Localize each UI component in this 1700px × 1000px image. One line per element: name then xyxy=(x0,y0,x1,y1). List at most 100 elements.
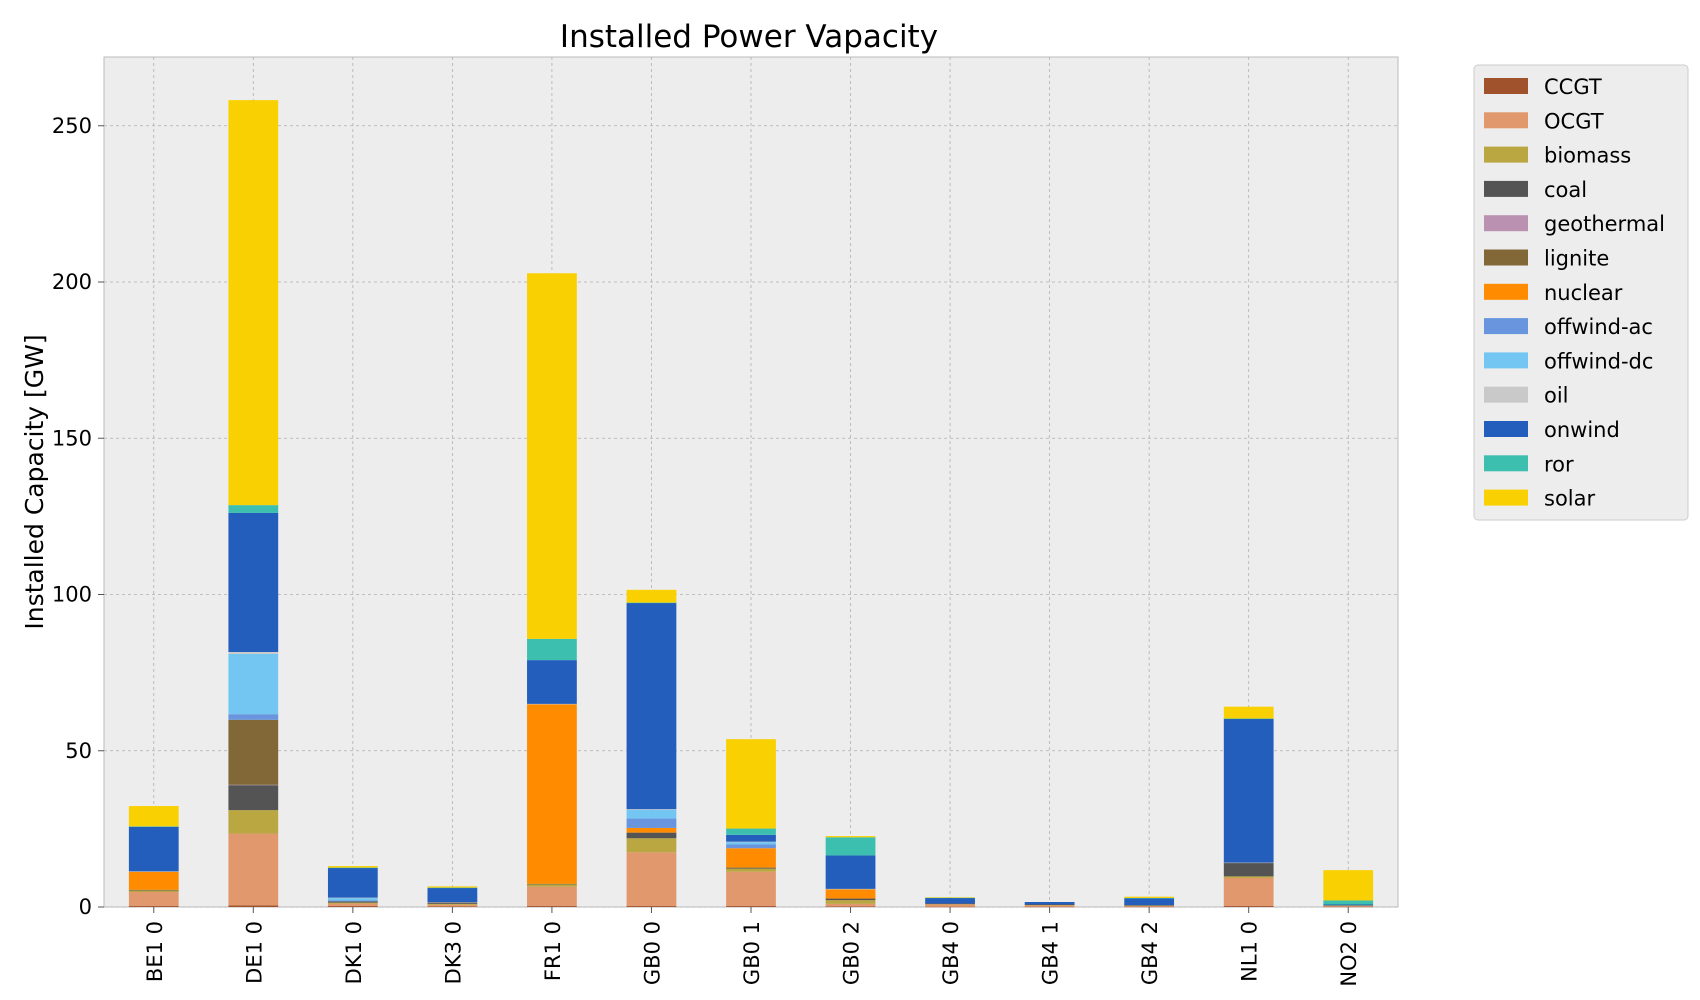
bar-segment-onwind xyxy=(1323,904,1374,906)
y-tick-label: 150 xyxy=(52,426,92,450)
legend-swatch-oil xyxy=(1484,386,1528,403)
legend-swatch-geothermal xyxy=(1484,215,1528,232)
bar-segment-CCGT xyxy=(1223,906,1274,907)
bar-segment-OCGT xyxy=(427,904,478,907)
bar-segment-CCGT xyxy=(1124,906,1175,908)
bar-segment-ror xyxy=(327,867,378,869)
bar-segment-offwind-ac xyxy=(726,844,776,849)
bar-segment-onwind xyxy=(128,826,179,872)
bar-segment-biomass xyxy=(228,810,279,834)
bar-segment-CCGT xyxy=(427,906,478,907)
bar-segment-ror xyxy=(527,638,577,661)
bar-segment-OCGT xyxy=(327,903,378,907)
legend-swatch-coal xyxy=(1484,180,1528,197)
bar-segment-onwind xyxy=(626,602,677,810)
legend-swatch-CCGT xyxy=(1484,78,1528,94)
x-tick-label: GB0 0 xyxy=(640,921,664,985)
bar-segment-coal xyxy=(228,785,279,811)
bar-segment-offwind-ac xyxy=(327,900,378,902)
legend-swatch-nuclear xyxy=(1484,283,1528,300)
bar-segment-CCGT xyxy=(925,906,975,908)
bar-segment-biomass xyxy=(726,868,776,872)
bar-segment-onwind xyxy=(228,512,279,652)
legend-swatch-offwind-dc xyxy=(1484,352,1528,369)
bar-segment-nuclear xyxy=(825,889,876,899)
x-tick-label: DE1 0 xyxy=(242,921,266,984)
bar-segment-ror xyxy=(1124,897,1175,899)
legend-label-biomass: biomass xyxy=(1544,144,1631,168)
bar-segment-biomass xyxy=(925,903,975,905)
legend-label-offwind-ac: offwind-ac xyxy=(1544,315,1653,339)
bar-segment-solar xyxy=(427,886,478,888)
bar-segment-CCGT xyxy=(726,906,776,907)
bar-segment-biomass xyxy=(327,902,378,904)
bar-segment-offwind-dc xyxy=(327,897,378,901)
bar-segment-solar xyxy=(626,589,677,603)
x-tick-label: DK1 0 xyxy=(342,921,366,984)
bar-segment-OCGT xyxy=(1223,877,1274,907)
bar-segment-offwind-ac xyxy=(228,714,279,720)
legend-label-oil: oil xyxy=(1544,384,1569,408)
bar-segment-ror xyxy=(726,828,776,835)
bar-segment-onwind xyxy=(825,855,876,889)
x-tick-label: NL1 0 xyxy=(1238,921,1262,982)
bar-segment-coal xyxy=(1024,904,1075,905)
bar-segment-coal xyxy=(1124,905,1175,906)
bar-segment-coal xyxy=(626,832,677,839)
bar-segment-onwind xyxy=(726,834,776,842)
x-tick-label: FR1 0 xyxy=(541,921,565,981)
x-tick-label: GB4 0 xyxy=(939,921,963,985)
bar-segment-OCGT xyxy=(128,892,179,907)
bar-segment-oil xyxy=(228,652,279,654)
legend-box xyxy=(1473,64,1689,521)
legend-swatch-lignite xyxy=(1484,249,1528,266)
bar-segment-oil xyxy=(427,902,478,903)
x-tick-label: GB4 2 xyxy=(1138,921,1162,985)
bar-segment-ror xyxy=(1323,900,1374,905)
legend-label-CCGT: CCGT xyxy=(1544,75,1602,99)
bar-segment-oil xyxy=(128,871,179,872)
bar-segment-nuclear xyxy=(527,704,577,884)
legend-label-geothermal: geothermal xyxy=(1544,212,1665,236)
bar-segment-offwind-ac xyxy=(626,818,677,828)
legend-label-lignite: lignite xyxy=(1544,247,1609,271)
bar-segment-ror xyxy=(228,505,279,513)
bar-segment-oil xyxy=(626,809,677,810)
bar-segment-biomass xyxy=(1124,905,1175,906)
bar-segment-biomass xyxy=(825,900,876,904)
legend-label-nuclear: nuclear xyxy=(1544,281,1623,305)
legend-label-ror: ror xyxy=(1544,452,1574,476)
bars xyxy=(128,100,1374,908)
x-tick-label: DK3 0 xyxy=(441,921,465,984)
bar-segment-solar xyxy=(1323,870,1374,901)
bar-segment-OCGT xyxy=(1323,905,1374,907)
bar-segment-ror xyxy=(626,602,677,604)
legend: CCGT OCGT biomass coal geothermal lignite nucl… xyxy=(1473,64,1689,521)
x-tick-label: BE1 0 xyxy=(143,921,167,982)
bar-segment-coal xyxy=(128,889,179,891)
x-tick-label: GB4 1 xyxy=(1039,921,1063,985)
bar-segment-solar xyxy=(1223,706,1274,719)
legend-label-OCGT: OCGT xyxy=(1544,109,1604,133)
bar-segment-geothermal xyxy=(228,784,279,786)
bar-segment-solar xyxy=(228,100,279,506)
bar-segment-OCGT xyxy=(626,852,677,907)
bar-segment-offwind-dc xyxy=(228,653,279,715)
bar-segment-nuclear xyxy=(626,827,677,833)
legend-swatch-solar xyxy=(1484,489,1528,506)
bar-segment-ror xyxy=(1223,718,1274,720)
y-tick-label: 200 xyxy=(52,270,92,294)
bar-segment-OCGT xyxy=(925,904,975,907)
bar-segment-OCGT xyxy=(726,871,776,907)
bar-segment-lignite xyxy=(228,719,279,785)
bar-segment-CCGT xyxy=(228,905,279,907)
bar-segment-coal xyxy=(427,902,478,904)
bar-segment-biomass xyxy=(427,903,478,905)
bar-segment-biomass xyxy=(1024,904,1075,906)
bar-segment-onwind xyxy=(1024,902,1075,905)
bar-segment-oil xyxy=(327,897,378,899)
legend-label-offwind-dc: offwind-dc xyxy=(1544,349,1653,373)
bar-segment-coal xyxy=(327,901,378,903)
bar-segment-CCGT xyxy=(128,906,179,907)
